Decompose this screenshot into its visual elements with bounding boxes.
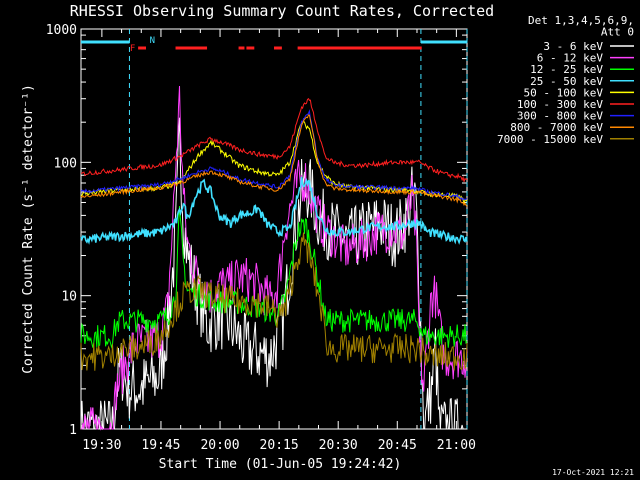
- y-tick-label: 10: [61, 290, 77, 305]
- series-line: [80, 232, 468, 371]
- legend-label: 3 - 6 keV: [543, 40, 603, 53]
- legend-header: Det 1,3,4,5,6,9,: [528, 14, 634, 27]
- y-tick-label: 1: [69, 423, 77, 438]
- series-line: [80, 114, 468, 207]
- legend-label: 800 - 7000 keV: [510, 121, 603, 134]
- legend-label: 100 - 300 keV: [517, 98, 603, 111]
- legend-header: Att 0: [601, 26, 634, 39]
- legend-label: 50 - 100 keV: [524, 86, 604, 99]
- series-lines: [80, 85, 468, 431]
- flag-bars: FN: [81, 36, 467, 54]
- legend-label: 7000 - 15000 keV: [497, 133, 603, 146]
- series-line: [80, 176, 468, 245]
- series-line: [80, 109, 468, 201]
- series-line: [80, 97, 468, 182]
- chart-title: RHESSI Observing Summary Count Rates, Co…: [70, 2, 494, 20]
- legend-label: 25 - 50 keV: [530, 75, 603, 88]
- x-axis-label: Start Time (01-Jun-05 19:24:42): [159, 457, 402, 472]
- series-line: [80, 117, 467, 431]
- flag-label: F: [130, 44, 135, 54]
- flag-label: N: [150, 36, 155, 46]
- x-tick-label: 20:15: [260, 438, 299, 453]
- legend-label: 300 - 800 keV: [517, 110, 603, 123]
- y-tick-label: 1000: [46, 23, 77, 38]
- legend-label: 12 - 25 keV: [530, 63, 603, 76]
- legend-label: 6 - 12 keV: [537, 52, 604, 65]
- x-tick-label: 20:00: [200, 438, 239, 453]
- axes: 19:30 19:45 20:00 20:15 20:30 20:45 21:00 1 10 10…: [46, 23, 476, 453]
- x-tick-label: 20:30: [319, 438, 358, 453]
- x-tick-label: 21:00: [437, 438, 476, 453]
- x-tick-label: 20:45: [378, 438, 417, 453]
- y-axis-label: Corrected Count Rate (s⁻¹ detector⁻¹): [21, 84, 36, 374]
- y-tick-label: 100: [54, 156, 77, 171]
- footer-date: 17-Oct-2021 12:21: [552, 468, 634, 477]
- x-tick-label: 19:45: [141, 438, 180, 453]
- x-tick-label: 19:30: [82, 438, 121, 453]
